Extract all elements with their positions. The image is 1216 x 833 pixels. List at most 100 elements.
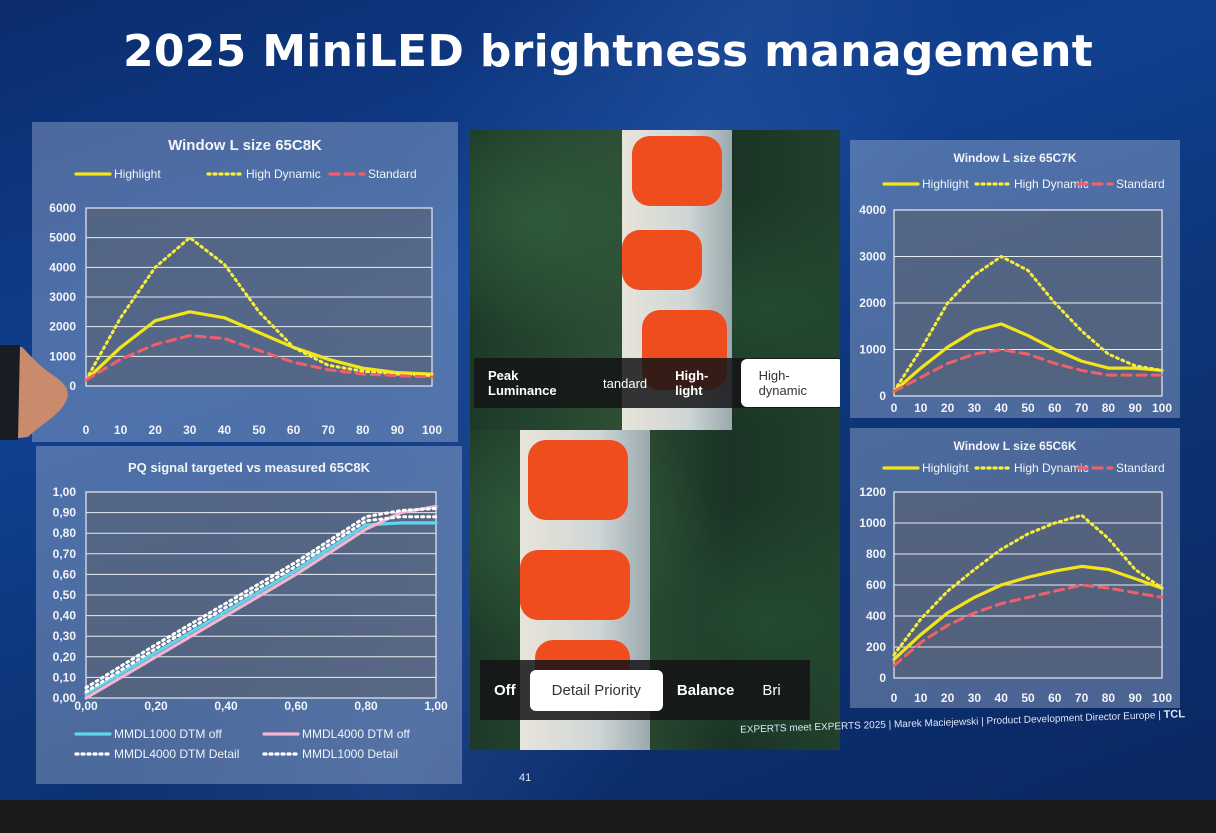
series-line-highlight: [84, 310, 434, 382]
x-tick-label: 60: [287, 423, 301, 437]
y-tick-label: 2000: [49, 320, 76, 334]
x-tick-label: 20: [941, 401, 955, 415]
y-tick-label: 0,00: [53, 691, 77, 705]
menu-item-highlight[interactable]: High-light: [675, 368, 709, 398]
x-tick-label: 30: [968, 401, 982, 415]
x-tick-label: 1,00: [424, 699, 448, 713]
legend-label: MMDL1000 Detail: [302, 747, 398, 761]
x-tick-label: 20: [941, 691, 955, 705]
y-tick-label: 800: [866, 547, 886, 561]
y-tick-label: 0,40: [53, 609, 77, 623]
y-tick-label: 3000: [859, 250, 886, 264]
x-tick-label: 40: [995, 401, 1009, 415]
x-tick-label: 10: [114, 423, 128, 437]
x-tick-label: 0: [891, 401, 898, 415]
series-line-mmdl1000-detail: [84, 515, 438, 694]
menu-item-detail-priority[interactable]: Detail Priority: [529, 669, 663, 711]
chart-title: Window L size 65C6K: [953, 439, 1076, 453]
series-line-mmdl1000-dtm-off: [84, 521, 438, 696]
legend-label: Standard: [1116, 177, 1165, 191]
y-tick-label: 1200: [859, 485, 886, 499]
x-tick-label: 100: [1152, 691, 1172, 705]
presenter-hand: [0, 345, 68, 440]
series-line-highlight: [892, 322, 1164, 393]
chart-65c8k: Window L size 65C8K010002000300040005000…: [49, 137, 442, 437]
x-tick-label: 40: [218, 423, 232, 437]
chart-panel-65c6k: Window L size 65C6K 0 200 400 600 800 1000 1200…: [850, 428, 1180, 708]
legend-label: High Dynamic: [1014, 177, 1089, 191]
chart-65c6k: Window L size 65C6K020040060080010001200…: [859, 439, 1172, 705]
x-tick-label: 40: [995, 691, 1009, 705]
x-tick-label: 0: [891, 691, 898, 705]
y-tick-label: 4000: [49, 260, 76, 274]
series-line-mmdl4000-dtm-off: [84, 504, 438, 700]
y-tick-label: 0,10: [53, 670, 77, 684]
letterbox-bar: [0, 800, 1216, 833]
page-number: 41: [519, 772, 532, 784]
x-tick-label: 100: [1152, 401, 1172, 415]
brand-logo: TCL: [1163, 708, 1186, 721]
x-tick-label: 0,20: [144, 699, 168, 713]
demo-photo: Peak Luminance tandard High-light High-d…: [470, 130, 840, 750]
x-tick-label: 70: [1075, 691, 1089, 705]
x-tick-label: 0,00: [74, 699, 98, 713]
x-tick-label: 80: [356, 423, 370, 437]
x-tick-label: 70: [322, 423, 336, 437]
y-tick-label: 0,70: [53, 547, 77, 561]
detail-mode-menu: Off Detail Priority Balance Bri: [480, 660, 810, 720]
legend-label: MMDL4000 DTM Detail: [114, 747, 239, 761]
y-tick-label: 400: [866, 609, 886, 623]
chart-title: Window L size 65C8K: [168, 137, 322, 154]
series-line-high-dynamic: [892, 513, 1164, 657]
y-tick-label: 0: [879, 671, 886, 685]
chart-pq-signal: PQ signal targeted vs measured 65C8K 0,00…: [53, 460, 448, 761]
menu-item-off[interactable]: Off: [494, 681, 516, 699]
x-tick-label: 20: [149, 423, 163, 437]
y-tick-label: 0,80: [53, 526, 77, 540]
x-tick-label: 50: [1021, 401, 1035, 415]
menu-item-high-dynamic[interactable]: High-dynamic: [740, 359, 840, 407]
y-tick-label: 0,50: [53, 588, 77, 602]
x-tick-label: 30: [183, 423, 197, 437]
x-tick-label: 90: [1129, 401, 1143, 415]
x-tick-label: 70: [1075, 401, 1089, 415]
x-tick-label: 0,80: [354, 699, 378, 713]
series-line-standard: [84, 334, 434, 382]
y-tick-label: 1000: [859, 516, 886, 530]
series-line-mmdl4000-dtm-detail: [84, 506, 438, 690]
chart-title: Window L size 65C7K: [953, 151, 1076, 165]
menu-item-bri[interactable]: Bri: [762, 681, 781, 699]
menu-item-standard[interactable]: tandard: [603, 375, 648, 391]
x-tick-label: 10: [914, 401, 928, 415]
legend-label: MMDL4000 DTM off: [302, 727, 410, 741]
y-tick-label: 1000: [49, 349, 76, 363]
legend-label: Highlight: [114, 167, 161, 181]
slide-background: 2025 MiniLED brightness management Windo…: [0, 0, 1216, 800]
chart-panel-65c8k: Window L size 65C8K 0 1000 2000 3000 4000 5000…: [32, 122, 458, 442]
y-tick-label: 200: [866, 640, 886, 654]
series-line-standard: [892, 583, 1164, 668]
peak-luminance-menu: Peak Luminance tandard High-light High-d…: [474, 358, 840, 408]
slide-title: 2025 MiniLED brightness management: [122, 26, 1094, 77]
y-tick-label: 4000: [859, 203, 886, 217]
x-tick-label: 0,40: [214, 699, 238, 713]
y-tick-label: 600: [866, 578, 886, 592]
y-tick-label: 6000: [49, 201, 76, 215]
y-tick-label: 0,60: [53, 567, 77, 581]
y-tick-label: 5000: [49, 231, 76, 245]
x-tick-label: 90: [1129, 691, 1143, 705]
x-tick-label: 50: [252, 423, 266, 437]
x-tick-label: 30: [968, 691, 982, 705]
legend-label: Highlight: [922, 177, 969, 191]
series-line-highlight: [892, 564, 1164, 661]
series-line-standard: [892, 348, 1164, 393]
y-tick-label: 0,30: [53, 629, 77, 643]
x-tick-label: 0: [83, 423, 90, 437]
x-tick-label: 10: [914, 691, 928, 705]
legend-label: High Dynamic: [246, 167, 321, 181]
x-tick-label: 60: [1048, 401, 1062, 415]
x-tick-label: 60: [1048, 691, 1062, 705]
menu-item-balance[interactable]: Balance: [676, 681, 735, 699]
series-line-high-dynamic: [892, 255, 1164, 393]
chart-65c7k: Window L size 65C7K 0 1000 2000 3000 4000 0 10 2…: [859, 151, 1172, 415]
